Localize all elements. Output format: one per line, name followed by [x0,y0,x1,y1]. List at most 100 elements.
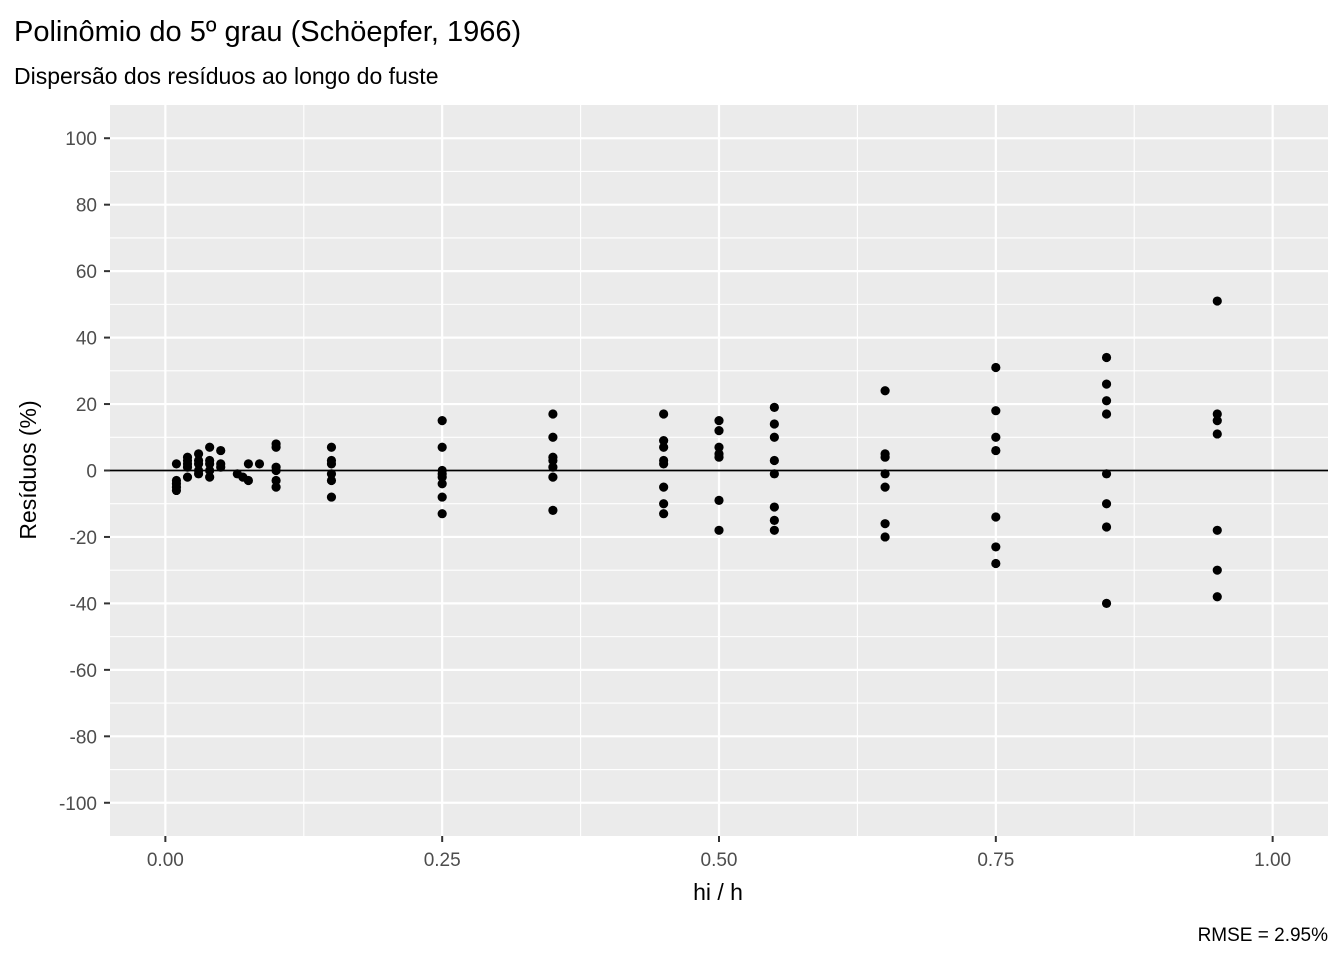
x-axis-ticks: 0.00 0.25 0.50 0.75 1.00 [147,836,1291,871]
y-tick-label: 80 [76,196,97,217]
x-tick-label: 0.25 [424,850,461,871]
y-tick-label: -60 [70,661,97,682]
data-point [1212,429,1222,439]
x-tick-label: 0.50 [701,850,738,871]
data-point [243,475,254,486]
data-point [769,419,779,429]
data-point [326,469,337,479]
data-point [769,502,779,512]
data-point [991,432,1001,442]
data-point [254,459,265,469]
data-point [991,542,1001,552]
x-tick-label: 0.75 [977,850,1014,871]
data-point [437,479,447,489]
data-point [193,449,204,459]
data-point [243,459,254,469]
data-point [714,442,724,452]
data-point [659,442,669,452]
data-point [216,445,226,456]
data-point [171,459,182,469]
data-point [714,452,724,462]
data-point [271,482,281,492]
y-axis-title: Resíduos (%) [15,400,41,539]
data-point [205,442,215,452]
data-point [216,462,226,472]
chart-title: Polinômio do 5º grau (Schöepfer, 1966) [14,16,521,48]
data-point [193,459,204,469]
x-tick-label: 0.00 [147,850,184,871]
x-axis-title: hi / h [693,879,743,905]
data-point [1101,396,1112,406]
data-point [991,512,1001,522]
data-point [437,472,447,482]
data-point [659,482,669,492]
data-point [880,469,890,479]
data-points [171,296,1222,609]
data-point [437,416,447,426]
data-point [1212,525,1222,535]
data-point [271,442,281,452]
data-point [171,485,182,496]
data-point [271,475,281,486]
data-point [326,475,337,486]
data-point [1212,296,1222,306]
data-point [193,469,204,479]
data-point [205,465,215,476]
data-point [1212,565,1222,575]
data-point [1212,409,1222,419]
data-point [271,465,281,476]
y-tick-label: 60 [76,262,97,283]
y-tick-label: 20 [76,395,97,416]
data-point [182,472,193,482]
y-tick-label: -20 [70,528,97,549]
data-point [659,409,669,419]
y-tick-label: -40 [70,594,97,615]
data-point [182,462,193,472]
data-point [205,459,215,469]
data-point [880,452,890,462]
data-point [437,492,447,502]
data-point [659,509,669,519]
data-point [326,442,337,452]
y-tick-label: 100 [65,129,97,150]
data-point [437,442,447,452]
data-point [548,455,558,466]
data-point [880,482,890,492]
data-point [714,525,724,535]
x-tick-label: 1.00 [1254,850,1291,871]
data-point [714,495,724,506]
chart-caption: RMSE = 2.95% [1198,925,1329,946]
data-point [991,406,1001,416]
data-point [1212,416,1222,426]
data-point [548,462,558,472]
data-point [769,432,779,442]
data-point [880,519,890,529]
data-point [769,402,779,412]
data-point [659,499,669,509]
y-tick-label: 40 [76,329,97,350]
data-point [548,472,558,482]
data-point [880,386,890,396]
data-point [1101,522,1112,532]
data-point [205,472,215,482]
data-point [326,492,337,502]
data-point [769,515,779,525]
data-point [1101,409,1112,419]
y-tick-label: 0 [86,462,97,483]
data-point [326,459,337,469]
data-point [769,525,779,535]
data-point [437,509,447,519]
data-point [1101,469,1112,479]
data-point [714,416,724,426]
data-point [548,505,558,515]
data-point [769,469,779,479]
data-point [548,432,558,442]
data-point [1101,379,1112,389]
y-axis-ticks: -100 -80 -60 -40 -20 0 20 40 60 80 100 [59,129,110,815]
data-point [991,362,1001,373]
data-point [659,435,669,446]
data-point [1212,592,1222,602]
y-tick-label: -80 [70,727,97,748]
data-point [880,532,890,542]
